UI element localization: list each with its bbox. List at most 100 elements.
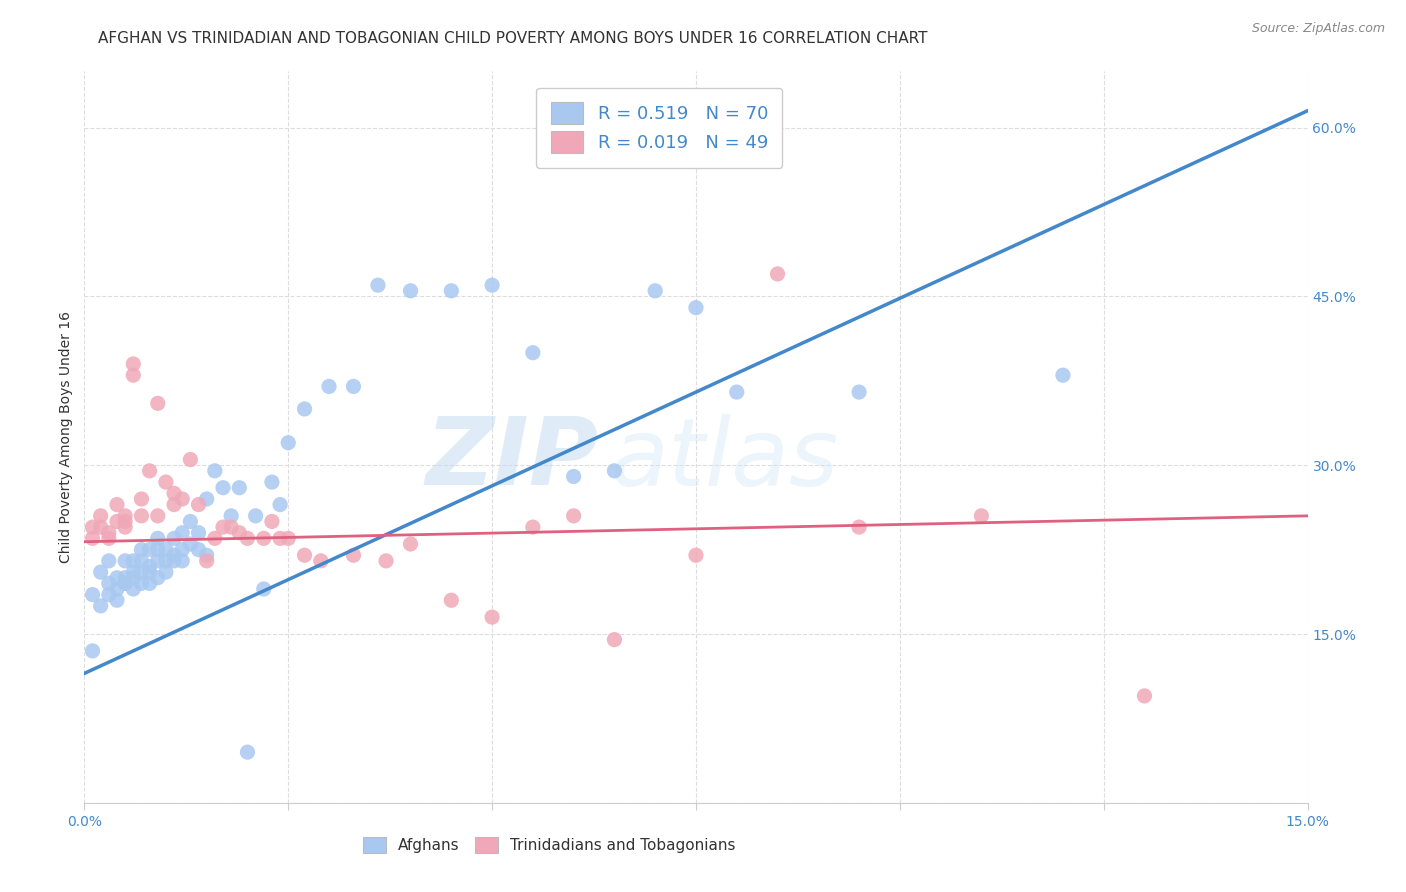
Point bbox=[163, 498, 186, 512]
Point bbox=[399, 537, 422, 551]
Point bbox=[294, 548, 316, 562]
Point bbox=[114, 515, 136, 529]
Text: atlas: atlas bbox=[610, 414, 838, 505]
Point bbox=[131, 542, 153, 557]
Point bbox=[172, 491, 194, 506]
Point bbox=[114, 554, 136, 568]
Point bbox=[269, 498, 291, 512]
Point bbox=[163, 554, 186, 568]
Point bbox=[122, 571, 145, 585]
Point bbox=[138, 565, 160, 579]
Point bbox=[253, 532, 276, 546]
Point bbox=[122, 565, 145, 579]
Point bbox=[195, 554, 218, 568]
Point bbox=[163, 532, 186, 546]
Point bbox=[114, 508, 136, 523]
Point bbox=[82, 520, 104, 534]
Point bbox=[685, 301, 707, 315]
Y-axis label: Child Poverty Among Boys Under 16: Child Poverty Among Boys Under 16 bbox=[59, 311, 73, 563]
Point bbox=[245, 508, 267, 523]
Point bbox=[82, 532, 104, 546]
Point bbox=[212, 520, 235, 534]
Point bbox=[172, 542, 194, 557]
Point bbox=[725, 385, 748, 400]
Point bbox=[114, 520, 136, 534]
Point bbox=[146, 508, 169, 523]
Point bbox=[603, 632, 626, 647]
Point bbox=[155, 565, 177, 579]
Point bbox=[82, 588, 104, 602]
Point bbox=[105, 571, 128, 585]
Point bbox=[228, 481, 250, 495]
Point bbox=[172, 554, 194, 568]
Point bbox=[172, 525, 194, 540]
Point bbox=[1052, 368, 1074, 383]
Point bbox=[105, 593, 128, 607]
Point bbox=[318, 379, 340, 393]
Point bbox=[1133, 689, 1156, 703]
Point bbox=[122, 582, 145, 596]
Point bbox=[82, 644, 104, 658]
Point bbox=[481, 610, 503, 624]
Point bbox=[399, 284, 422, 298]
Point bbox=[179, 452, 201, 467]
Point bbox=[146, 542, 169, 557]
Point bbox=[195, 548, 218, 562]
Legend: Afghans, Trinidadians and Tobagonians: Afghans, Trinidadians and Tobagonians bbox=[356, 830, 744, 861]
Point bbox=[603, 464, 626, 478]
Point bbox=[204, 532, 226, 546]
Point bbox=[114, 576, 136, 591]
Point bbox=[122, 368, 145, 383]
Point bbox=[236, 532, 259, 546]
Point bbox=[277, 435, 299, 450]
Point bbox=[342, 548, 364, 562]
Point bbox=[138, 464, 160, 478]
Point bbox=[440, 593, 463, 607]
Point bbox=[269, 532, 291, 546]
Point bbox=[131, 508, 153, 523]
Point bbox=[187, 542, 209, 557]
Point bbox=[522, 345, 544, 359]
Point bbox=[90, 508, 112, 523]
Point bbox=[97, 554, 120, 568]
Point bbox=[90, 599, 112, 613]
Point bbox=[146, 396, 169, 410]
Point bbox=[146, 554, 169, 568]
Point bbox=[97, 525, 120, 540]
Point bbox=[562, 469, 585, 483]
Point bbox=[253, 582, 276, 596]
Point bbox=[146, 571, 169, 585]
Point bbox=[219, 520, 242, 534]
Point bbox=[187, 498, 209, 512]
Point bbox=[522, 520, 544, 534]
Point bbox=[179, 537, 201, 551]
Point bbox=[163, 548, 186, 562]
Point bbox=[236, 745, 259, 759]
Point bbox=[138, 576, 160, 591]
Point bbox=[105, 498, 128, 512]
Point bbox=[685, 548, 707, 562]
Point bbox=[138, 542, 160, 557]
Text: Source: ZipAtlas.com: Source: ZipAtlas.com bbox=[1251, 22, 1385, 36]
Point bbox=[155, 542, 177, 557]
Point bbox=[294, 401, 316, 416]
Point bbox=[131, 554, 153, 568]
Point bbox=[131, 576, 153, 591]
Point bbox=[90, 520, 112, 534]
Point bbox=[97, 588, 120, 602]
Point bbox=[97, 532, 120, 546]
Point bbox=[122, 554, 145, 568]
Point bbox=[219, 508, 242, 523]
Point bbox=[90, 565, 112, 579]
Point bbox=[260, 515, 283, 529]
Point bbox=[114, 571, 136, 585]
Point bbox=[122, 357, 145, 371]
Point bbox=[375, 554, 398, 568]
Point bbox=[163, 486, 186, 500]
Point bbox=[970, 508, 993, 523]
Point bbox=[155, 554, 177, 568]
Point bbox=[212, 481, 235, 495]
Point bbox=[481, 278, 503, 293]
Point bbox=[187, 525, 209, 540]
Point bbox=[342, 379, 364, 393]
